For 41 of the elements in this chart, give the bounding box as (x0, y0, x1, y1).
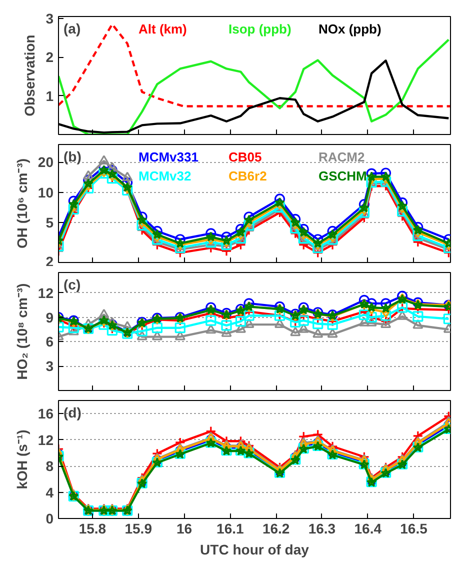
annotation: (a) (64, 20, 81, 36)
x-tick-label: 16.4 (354, 520, 382, 536)
y-axis-title: kOH (s⁻¹) (14, 430, 30, 490)
y-tick-label: 20 (38, 154, 54, 170)
y-axis-title: OH (10⁶ cm⁻³) (14, 158, 30, 249)
series-label: RACM2 (318, 150, 365, 164)
y-axis-title: Observation (22, 34, 38, 116)
y-tick-label: 12 (38, 284, 54, 301)
series-label: CB6r2 (228, 168, 267, 184)
y-axis-title: HO₂ (10⁸ cm⁻³) (14, 283, 30, 380)
annotation: (d) (64, 404, 82, 420)
y-tick-label: 1 (46, 88, 54, 104)
x-tick-label: 15.8 (78, 520, 106, 536)
series-label: GSCHM (318, 168, 367, 184)
x-tick-label: 16 (176, 520, 192, 536)
text: Isop (ppb) (228, 22, 292, 36)
annotation: (c) (64, 276, 81, 292)
y-tick-label: 12 (38, 432, 54, 448)
series-label: MCMv331 (138, 150, 198, 164)
x-tick-label: 15.9 (124, 520, 152, 536)
y-tick-label: 6 (46, 334, 54, 350)
y-tick-label: 3 (46, 10, 54, 26)
series-label: Alt (km) (138, 22, 187, 36)
y-tick-label: 0 (46, 510, 54, 526)
y-tick-label: 4 (46, 484, 54, 500)
y-tick-label: 2 (46, 49, 54, 66)
x-tick-label: 16.3 (308, 520, 336, 536)
text: CB05 (228, 150, 262, 164)
x-tick-label: 16.2 (262, 520, 290, 536)
annotation: (b) (64, 148, 82, 164)
series-label: MCMv32 (138, 168, 192, 184)
x-tick-label: 16.5 (400, 520, 428, 536)
y-tick-label: 3 (46, 358, 54, 374)
y-tick-label: 9 (46, 309, 54, 326)
x-axis-title: UTC hour of day (200, 542, 310, 558)
y-tick-label: 5 (46, 214, 54, 231)
y-tick-label: 16 (38, 406, 54, 422)
y-tick-label: 8 (46, 458, 54, 474)
y-tick-label: 10 (38, 184, 54, 200)
series-label: NOx (ppb) (318, 22, 382, 36)
x-tick-label: 16.1 (216, 520, 244, 536)
